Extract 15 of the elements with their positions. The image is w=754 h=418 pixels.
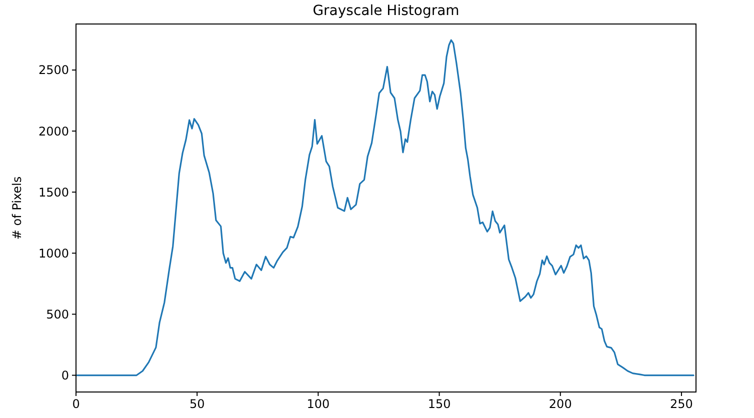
y-tick-label: 500 <box>46 307 69 322</box>
x-tick-label: 50 <box>189 397 205 411</box>
y-tick-label: 0 <box>61 368 69 382</box>
x-tick-label: 150 <box>428 397 451 411</box>
y-tick-label: 2000 <box>38 124 69 138</box>
line-series <box>75 39 694 376</box>
y-axis-title: # of Pixels <box>10 176 24 240</box>
y-tick-label: 1500 <box>38 185 69 200</box>
y-tick-label: 2500 <box>38 63 69 78</box>
y-tick-label: 1000 <box>38 246 69 260</box>
x-tick-label: 0 <box>72 397 80 411</box>
x-tick-label: 100 <box>306 397 330 411</box>
x-tick-label: 250 <box>670 397 693 411</box>
chart-title: Grayscale Histogram <box>312 3 460 19</box>
x-tick-label: 200 <box>548 397 572 411</box>
